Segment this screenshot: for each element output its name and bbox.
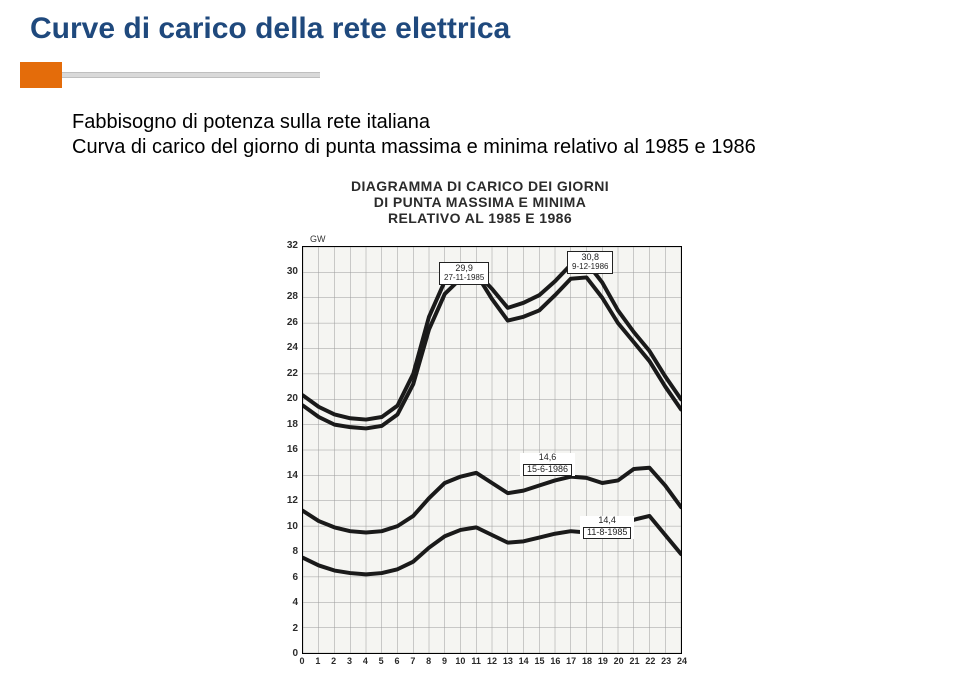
chart-title: DIAGRAMMA DI CARICO DEI GIORNI DI PUNTA … [260,178,700,226]
x-tick: 9 [439,656,451,666]
y-tick: 18 [268,419,298,430]
title-decor [0,62,320,88]
y-tick: 32 [268,240,298,251]
x-tick: 3 [344,656,356,666]
y-tick: 20 [268,393,298,404]
y-tick: 16 [268,444,298,455]
chart-annotation: 14,411-8-1985 [580,516,634,539]
chart-annotation: 14,615-6-1986 [520,453,575,476]
y-tick: 22 [268,368,298,379]
chart-svg [303,247,681,653]
title-orange-box [20,62,62,88]
x-tick: 17 [565,656,577,666]
x-tick: 20 [613,656,625,666]
subtitle-line-2: Curva di carico del giorno di punta mass… [72,135,756,160]
x-tick: 12 [486,656,498,666]
y-tick: 6 [268,572,298,583]
x-tick: 15 [534,656,546,666]
y-tick: 24 [268,342,298,353]
x-tick: 22 [644,656,656,666]
chart-container: DIAGRAMMA DI CARICO DEI GIORNI DI PUNTA … [260,176,700,678]
y-tick: 4 [268,597,298,608]
y-tick: 26 [268,317,298,328]
title-gray-bar [20,72,320,78]
y-tick: 14 [268,470,298,481]
x-tick: 8 [423,656,435,666]
x-tick: 10 [454,656,466,666]
x-tick: 14 [518,656,530,666]
subtitle: Fabbisogno di potenza sulla rete italian… [72,110,756,160]
y-tick: 2 [268,623,298,634]
chart-annotation: 29,927-11-1985 [439,262,489,285]
x-tick: 13 [502,656,514,666]
subtitle-line-1: Fabbisogno di potenza sulla rete italian… [72,110,756,135]
x-tick: 21 [629,656,641,666]
x-tick: 7 [407,656,419,666]
x-tick: 4 [359,656,371,666]
x-tick: 6 [391,656,403,666]
y-tick: 10 [268,521,298,532]
x-tick: 2 [328,656,340,666]
chart-annotation: 30,89-12-1986 [567,251,613,274]
x-tick: 5 [375,656,387,666]
slide-title: Curve di carico della rete elettrica [30,12,510,46]
x-tick: 11 [470,656,482,666]
chart-title-line-1: DIAGRAMMA DI CARICO DEI GIORNI [260,178,700,194]
x-tick: 23 [660,656,672,666]
chart-title-line-3: RELATIVO AL 1985 E 1986 [260,210,700,226]
chart-title-line-2: DI PUNTA MASSIMA E MINIMA [260,194,700,210]
y-tick: 0 [268,648,298,659]
x-tick: 1 [312,656,324,666]
x-tick: 0 [296,656,308,666]
y-unit-label: GW [310,234,326,244]
x-tick: 16 [549,656,561,666]
x-tick: 19 [597,656,609,666]
chart-plot-area [302,246,682,654]
y-tick: 12 [268,495,298,506]
y-tick: 30 [268,266,298,277]
x-tick: 18 [581,656,593,666]
x-tick: 24 [676,656,688,666]
y-tick: 8 [268,546,298,557]
y-tick: 28 [268,291,298,302]
